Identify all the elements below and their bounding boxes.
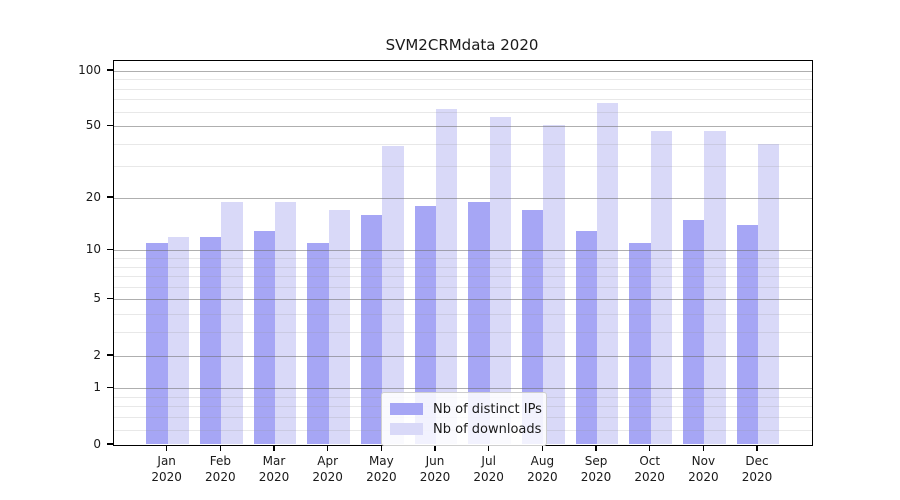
plot-area: Nb of distinct IPs Nb of downloads [113,60,813,446]
y-tick-label: 0 [93,436,101,451]
bar-nb-of-distinct-ips [575,230,597,445]
gridline-minor [114,99,812,101]
gridline-major [114,355,812,357]
x-tick-label: Oct 2020 [634,453,665,484]
x-tick-label: Aug 2020 [527,453,558,484]
gridline-major [114,126,812,128]
bar-nb-of-downloads [275,201,297,445]
legend: Nb of distinct IPs Nb of downloads [381,392,547,446]
gridline-minor [114,79,812,81]
gridline-major [114,197,812,199]
bar-nb-of-distinct-ips [736,225,759,445]
y-tick-mark [107,386,113,389]
y-tick-mark [107,248,113,251]
bar-nb-of-distinct-ips [629,243,651,445]
x-tick-mark [487,446,490,451]
x-tick-label: Jul 2020 [473,453,504,484]
gridline-major [114,70,812,72]
x-tick-label: Nov 2020 [688,453,719,484]
x-tick-label: Dec 2020 [741,453,773,484]
bar-nb-of-distinct-ips [414,206,436,445]
x-tick-mark [165,446,168,451]
y-tick-mark [107,196,113,198]
bar-nb-of-downloads [704,131,726,445]
gridline-major [114,388,812,390]
y-tick-mark [107,443,113,445]
gridline-minor [114,314,812,316]
bar-nb-of-distinct-ips [146,243,168,445]
y-tick-mark [107,297,113,300]
y-tick-label: 2 [93,347,101,362]
bar-nb-of-downloads [221,201,243,445]
bar-nb-of-distinct-ips [468,201,490,445]
gridline-minor [114,166,812,168]
x-tick-mark [541,446,544,451]
chart-title: SVM2CRMdata 2020 [385,36,539,54]
x-tick-mark [648,446,651,451]
x-tick-mark [595,446,597,451]
x-tick-mark [756,446,758,451]
y-tick-label: 20 [85,189,101,204]
y-tick-label: 100 [78,62,101,77]
bar-nb-of-distinct-ips [521,210,544,445]
bar-nb-of-downloads [543,124,565,445]
bar-nb-of-distinct-ips [360,215,383,445]
x-tick-label: Mar 2020 [258,453,290,484]
x-tick-label: Jan 2020 [151,453,182,484]
x-tick-label: Sep 2020 [580,453,612,484]
x-tick-mark [380,446,383,451]
gridline-minor [114,88,812,90]
legend-label-downloads: Nb of downloads [433,421,542,437]
legend-item-downloads: Nb of downloads [390,419,541,439]
legend-swatch-downloads [390,423,423,435]
x-tick-label: Feb 2020 [205,453,236,484]
gridline-major [114,250,812,252]
y-tick-label: 1 [93,380,101,395]
x-tick-mark [702,446,705,451]
x-tick-label: Apr 2020 [312,453,343,484]
y-tick-label: 5 [93,291,101,306]
gridline-minor [114,286,812,288]
bar-nb-of-downloads [382,145,404,445]
gridline-minor [114,258,812,260]
y-tick-mark [107,69,113,71]
y-tick-mark [107,124,113,127]
x-tick-label: May 2020 [366,453,397,484]
gridline-major [114,299,812,301]
gridline-minor [114,266,812,268]
gridlines-layer [114,61,812,445]
bar-nb-of-downloads [650,131,673,445]
x-tick-mark [273,446,275,451]
legend-item-distinct-ips: Nb of distinct IPs [390,399,542,419]
bar-nb-of-distinct-ips [307,243,329,445]
bar-nb-of-downloads [167,236,190,445]
x-tick-mark [219,446,222,451]
bars-layer [114,61,812,445]
legend-label-distinct-ips: Nb of distinct IPs [433,401,542,417]
bar-nb-of-downloads [758,143,780,445]
gridline-minor [114,111,812,113]
bar-nb-of-downloads [436,109,458,445]
y-tick-mark [107,354,113,356]
bar-nb-of-downloads [597,102,619,445]
y-tick-label: 50 [85,118,101,133]
gridline-minor [114,143,812,145]
x-tick-mark [434,446,436,451]
gridline-minor [114,332,812,334]
bar-nb-of-downloads [328,210,351,445]
gridline-minor [114,276,812,278]
y-tick-label: 10 [85,242,101,257]
x-tick-label: Jun 2020 [419,453,451,484]
x-tick-mark [326,446,329,451]
legend-swatch-distinct-ips [390,403,423,415]
bar-nb-of-distinct-ips [253,230,275,445]
bar-nb-of-distinct-ips [199,236,222,445]
